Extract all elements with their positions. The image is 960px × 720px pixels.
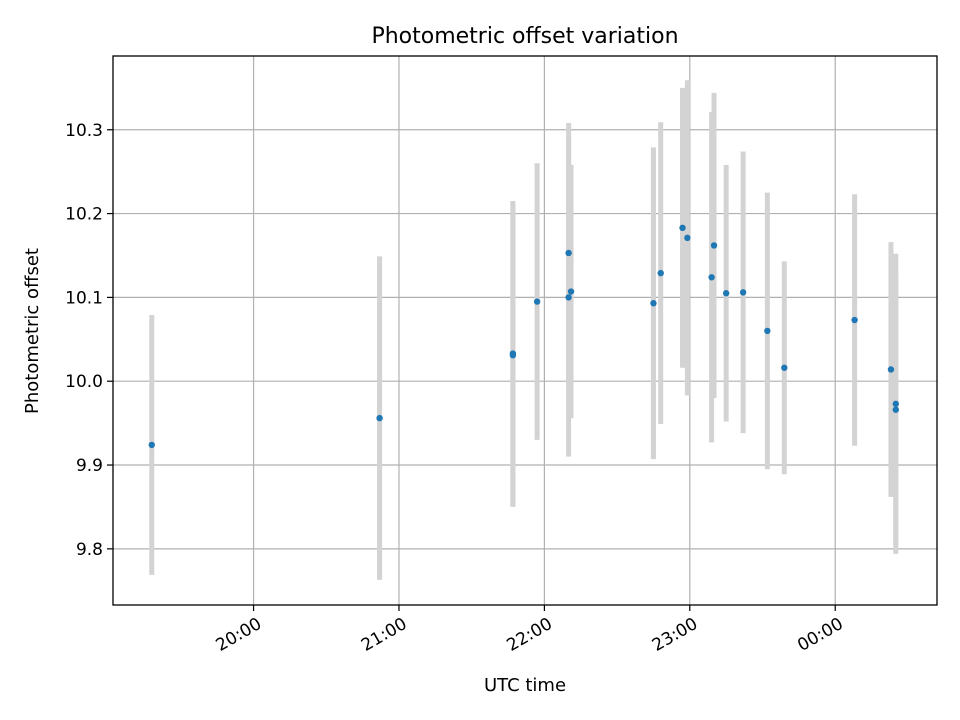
data-point (722, 290, 730, 297)
data-point (892, 406, 899, 413)
y-tick-label: 9.8 (76, 540, 103, 560)
y-axis-label: Photometric offset (22, 248, 43, 414)
data-point (710, 242, 718, 249)
data-point (892, 400, 899, 408)
grid (113, 56, 937, 605)
y-tick-label: 10.1 (65, 288, 103, 308)
data-point (650, 300, 657, 307)
data-point (708, 274, 715, 281)
y-tick-label: 10.0 (65, 372, 103, 392)
data-point (565, 249, 572, 257)
data-point (376, 414, 383, 422)
data-point (565, 294, 572, 301)
data-point (851, 316, 858, 324)
data-point (739, 289, 747, 296)
plot-frame (112, 55, 938, 606)
data-point (887, 366, 895, 373)
data-point (764, 327, 771, 335)
data-point (679, 224, 686, 232)
data-point (657, 269, 664, 277)
y-tick-label: 9.9 (76, 456, 103, 476)
data-point (567, 288, 575, 295)
x-axis-label: UTC time (484, 675, 566, 696)
data-point (781, 364, 788, 371)
data-points (148, 224, 899, 449)
data-point (148, 441, 155, 449)
chart-title: Photometric offset variation (371, 24, 678, 49)
data-point (533, 298, 541, 305)
data-point (684, 234, 691, 242)
data-point (509, 352, 517, 359)
y-tick-label: 10.2 (65, 205, 103, 225)
y-axis-ticks: 9.8 9.9 10.0 10.1 10.2 10.3 (65, 121, 113, 560)
y-tick-label: 10.3 (65, 121, 103, 141)
